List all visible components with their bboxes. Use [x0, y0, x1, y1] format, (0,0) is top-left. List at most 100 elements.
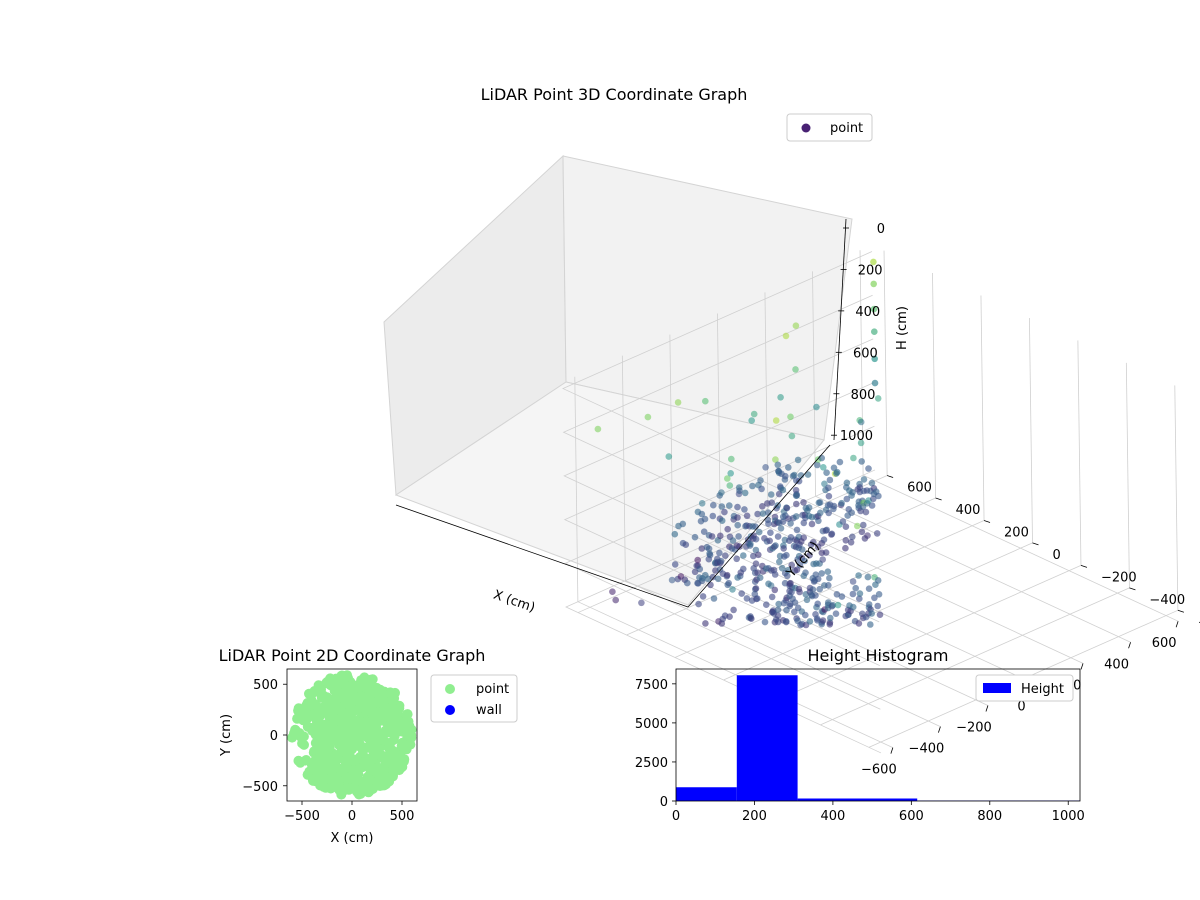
y-tick-label-2d: −500: [242, 780, 278, 795]
x-tick-label-histogram: 200: [742, 809, 767, 824]
data-point-3d: [868, 610, 875, 617]
data-point-3d: [679, 520, 687, 528]
data-point-3d: [729, 537, 737, 544]
data-point-3d: [825, 484, 832, 492]
data-point-3d: [671, 561, 679, 568]
gridline-y-wall: [1029, 317, 1033, 543]
gridline-y-floor: [820, 587, 1130, 726]
data-point-3d: [757, 477, 764, 484]
data-point-2d: [371, 682, 382, 693]
data-point-2d: [307, 725, 318, 736]
y-ticks-3d: −600 −400 −200 0 200 400 600: [886, 475, 1200, 630]
data-point-3d: [823, 469, 830, 477]
histogram-bars: [676, 675, 1080, 801]
data-point-3d: [699, 593, 707, 600]
data-point-3d: [775, 600, 782, 608]
data-point-3d: [813, 403, 820, 411]
data-point-3d: [782, 332, 790, 340]
data-point-3d: [792, 366, 799, 373]
data-point-3d: [768, 593, 776, 601]
data-point-3d: [736, 543, 743, 550]
x-tick-label-2d: −500: [284, 809, 320, 824]
data-point-3d: [793, 492, 801, 499]
data-point-3d: [818, 570, 825, 577]
data-point-3d: [797, 472, 805, 479]
data-point-3d: [717, 557, 725, 565]
legend-label-wall-2d: wall: [476, 703, 502, 718]
data-point-3d: [795, 477, 803, 485]
data-point-3d: [698, 500, 706, 507]
data-point-3d: [734, 503, 741, 511]
ticks-histogram: 0 200 400 600 800 1000 0 2500 5000 7500: [635, 678, 1085, 824]
data-point-3d: [767, 582, 775, 589]
data-point-3d: [774, 606, 782, 614]
data-point-2d: [318, 690, 329, 701]
points-2d: [287, 670, 417, 800]
data-point-3d: [819, 556, 826, 563]
x-tick-mark-3d: [1175, 621, 1179, 628]
gridline-y-floor: [723, 542, 1033, 681]
data-point-2d: [340, 680, 351, 691]
data-point-3d: [752, 585, 760, 592]
data-point-2d: [317, 767, 328, 778]
data-point-3d: [730, 606, 737, 614]
data-point-3d: [788, 588, 795, 596]
data-point-3d: [791, 599, 799, 606]
data-point-3d: [871, 355, 878, 363]
gridline-x-wall: [717, 313, 721, 539]
data-point-3d: [860, 521, 867, 529]
x-tick-label-histogram: 400: [820, 809, 845, 824]
data-point-2d: [353, 741, 364, 752]
data-point-2d: [331, 693, 342, 704]
data-point-3d: [725, 579, 732, 587]
z-tick-label-3d: 600: [853, 346, 878, 361]
data-point-3d: [793, 513, 800, 520]
data-point-2d: [395, 763, 406, 774]
data-point-2d: [375, 780, 385, 791]
legend-patch-height: [983, 683, 1011, 693]
data-point-3d: [822, 549, 830, 556]
data-point-2d: [323, 720, 334, 731]
data-point-3d: [843, 479, 851, 487]
y-tick-label-2d: 0: [270, 729, 278, 744]
data-point-3d: [768, 499, 776, 507]
data-point-2d: [295, 731, 306, 742]
data-point-3d: [814, 575, 822, 583]
data-point-3d: [874, 602, 881, 610]
gridline-x-wall: [669, 334, 674, 560]
data-point-3d: [783, 551, 790, 559]
data-point-3d: [710, 595, 718, 602]
data-point-3d: [726, 613, 733, 620]
x-axis-label-2d: X (cm): [331, 831, 374, 846]
x-tick-label-3d: −200: [956, 721, 992, 736]
data-point-3d: [842, 544, 849, 552]
data-point-3d: [782, 472, 789, 480]
data-point-3d: [743, 595, 751, 602]
data-point-3d: [684, 579, 691, 587]
data-point-3d: [817, 509, 824, 517]
data-point-3d: [810, 538, 817, 546]
data-point-3d: [800, 519, 808, 527]
y-tick-label-3d: 200: [1004, 525, 1029, 540]
data-point-3d: [802, 569, 809, 576]
data-point-2d: [313, 743, 324, 754]
z-tick-label-3d: 800: [851, 388, 876, 403]
data-point-3d: [780, 545, 787, 552]
data-point-3d: [674, 399, 682, 406]
data-point-2d: [319, 756, 330, 766]
data-point-3d: [736, 487, 743, 495]
data-point-3d: [778, 564, 786, 572]
gridline-y-wall: [1125, 362, 1130, 588]
gridline-y-wall: [1077, 340, 1082, 566]
data-point-3d: [728, 455, 735, 463]
data-point-3d: [800, 534, 807, 541]
data-point-3d: [638, 599, 645, 607]
x-tick-label-3d: 400: [1104, 657, 1129, 672]
data-point-3d: [814, 461, 821, 469]
data-point-3d: [860, 476, 868, 483]
data-point-3d: [698, 510, 706, 518]
data-point-3d: [799, 546, 806, 553]
data-point-3d: [774, 461, 782, 469]
data-point-3d: [765, 509, 772, 516]
data-point-3d: [821, 480, 828, 488]
